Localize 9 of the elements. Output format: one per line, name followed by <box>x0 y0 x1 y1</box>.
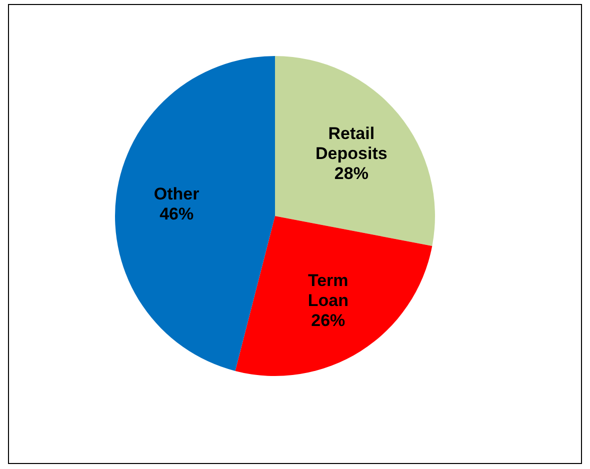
data-label: 28% <box>334 163 368 182</box>
data-label: 26% <box>311 310 346 330</box>
slice-label: Term Loan <box>308 270 348 310</box>
pie-slice <box>275 56 435 246</box>
pie-slice <box>235 216 432 376</box>
pie-slice <box>115 56 275 371</box>
data-label: 46% <box>160 204 194 224</box>
slice-label: Retail Deposits <box>316 123 388 162</box>
slice-label: Other <box>154 184 200 204</box>
